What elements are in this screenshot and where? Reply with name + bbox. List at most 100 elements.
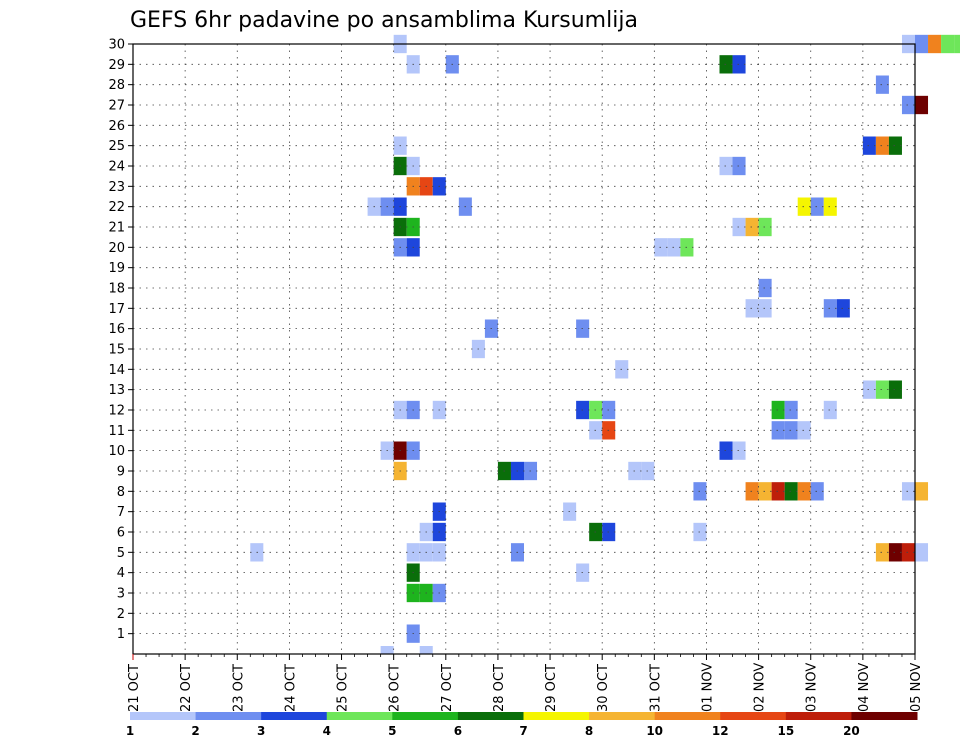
y-tick-label: 29 [108,58,125,73]
y-tick-label: 20 [108,241,125,256]
precip-cell [915,543,929,562]
x-tick-label: 29 OCT [544,664,559,712]
precip-cell [784,421,798,440]
cells-layer [250,34,960,654]
precip-cell [797,421,811,440]
precip-cell [888,136,902,155]
colorbar-swatch [785,712,852,720]
precip-cell [888,543,902,562]
precip-cell [745,482,759,501]
precip-cell [758,482,772,501]
colorbar-label: 1 [126,724,134,738]
precip-cell [823,197,837,216]
colorbar-swatch [195,712,262,720]
axes-layer: 1234567891011121314151617181920212223242… [108,38,924,713]
y-tick-label: 8 [117,485,125,500]
x-tick-label: 04 NOV [857,663,872,712]
colorbar-label: 8 [585,724,593,738]
precip-cell [875,75,889,94]
x-tick-label: 03 NOV [805,663,820,712]
x-tick-label: 21 OCT [127,664,142,712]
precip-cell [732,217,746,237]
colorbar-swatch [523,712,590,720]
precip-cell [771,421,785,440]
precip-cell [719,156,733,176]
precip-cell [771,400,785,420]
y-tick-label: 16 [108,322,125,337]
precip-cell [732,441,746,460]
x-tick-label: 23 OCT [231,664,246,712]
y-tick-label: 26 [108,119,125,134]
y-tick-label: 15 [108,342,125,357]
y-tick-label: 1 [117,627,125,642]
x-tick-label: 24 OCT [283,664,298,712]
y-tick-label: 11 [108,424,125,439]
colorbar-swatch [130,712,197,720]
x-tick-label: 02 NOV [753,663,768,712]
precip-cell [928,34,942,54]
y-tick-label: 2 [117,607,125,622]
precip-cell [719,441,733,460]
colorbar-swatch [589,712,656,720]
x-tick-label: 30 OCT [596,664,611,712]
y-tick-label: 27 [108,98,125,113]
y-tick-label: 18 [108,281,125,296]
y-tick-label: 5 [117,546,125,561]
x-tick-label: 05 NOV [909,663,924,712]
precip-cell [732,156,746,176]
y-tick-label: 13 [108,383,125,398]
precip-cell [732,55,746,74]
y-tick-label: 9 [117,464,125,479]
precip-cell [745,299,759,318]
precip-cell [810,197,824,216]
colorbar-swatch [654,712,721,720]
precip-cell [758,278,772,298]
x-tick-label: 28 OCT [492,664,507,712]
precip-cell [901,95,915,115]
x-tick-label: 27 OCT [440,664,455,712]
precip-cell [875,380,889,399]
precip-cell [810,482,824,501]
precip-cell [823,299,837,318]
y-tick-label: 19 [108,261,125,276]
precip-cell [862,380,876,399]
y-tick-label: 21 [108,220,125,235]
precip-cell [719,55,733,74]
y-tick-label: 24 [108,159,125,174]
colorbar-label: 6 [454,724,462,738]
colorbar-swatch [720,712,787,720]
colorbar-swatch [326,712,393,720]
colorbar-label: 15 [777,724,794,738]
precip-cell [771,482,785,501]
colorbar-label: 3 [257,724,265,738]
colorbar-label: 2 [191,724,199,738]
x-tick-label: 25 OCT [336,664,351,712]
chart-title: GEFS 6hr padavine po ansamblima Kursumli… [130,8,638,33]
y-tick-label: 25 [108,139,125,154]
y-tick-label: 23 [108,180,125,195]
precip-cell [915,95,929,115]
y-tick-label: 28 [108,78,125,93]
precip-cell [954,34,960,54]
x-tick-label: 26 OCT [388,664,403,712]
x-tick-label: 31 OCT [648,664,663,712]
y-tick-label: 12 [108,403,125,418]
y-tick-label: 7 [117,505,125,520]
colorbar-label: 10 [646,724,663,738]
precip-cell [758,299,772,318]
y-tick-label: 17 [108,302,125,317]
precip-cell [875,543,889,562]
y-tick-label: 4 [117,566,125,581]
precip-cell [941,34,955,54]
precip-cell [823,400,837,420]
precip-cell [784,400,798,420]
colorbar-swatch [392,712,459,720]
precip-cell [797,197,811,216]
precip-cell [745,217,759,237]
precip-cell [758,217,772,237]
y-tick-label: 3 [117,586,125,601]
precip-cell [915,482,929,501]
y-tick-label: 10 [108,444,125,459]
precip-cell [797,482,811,501]
